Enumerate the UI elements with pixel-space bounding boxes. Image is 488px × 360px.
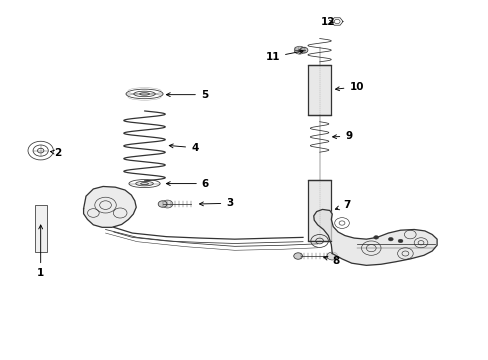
- Circle shape: [326, 252, 337, 260]
- Circle shape: [162, 200, 172, 208]
- Bar: [307, 65, 330, 116]
- Circle shape: [293, 253, 302, 259]
- Text: 11: 11: [265, 50, 303, 62]
- Text: 2: 2: [50, 148, 61, 158]
- Text: 4: 4: [169, 143, 198, 153]
- Text: 5: 5: [166, 90, 208, 100]
- Polygon shape: [83, 186, 136, 227]
- Circle shape: [387, 237, 392, 241]
- Text: 6: 6: [166, 179, 209, 189]
- Circle shape: [300, 47, 307, 53]
- Text: 3: 3: [199, 198, 233, 208]
- Bar: [35, 205, 46, 252]
- Text: 1: 1: [37, 225, 44, 278]
- Circle shape: [294, 46, 305, 54]
- Text: 10: 10: [335, 82, 363, 92]
- Circle shape: [158, 201, 166, 207]
- Text: 12: 12: [321, 17, 335, 27]
- Bar: [307, 180, 330, 241]
- Text: 8: 8: [323, 256, 339, 266]
- Polygon shape: [313, 210, 436, 265]
- Circle shape: [397, 239, 402, 243]
- Text: 7: 7: [335, 200, 350, 210]
- Circle shape: [373, 235, 378, 239]
- Text: 9: 9: [332, 131, 352, 141]
